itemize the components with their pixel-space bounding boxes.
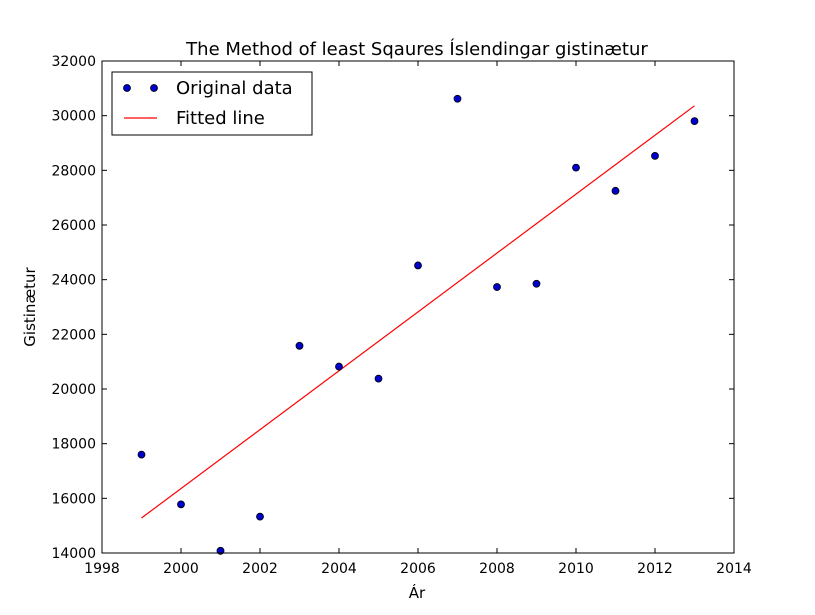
data-point-2004 [335, 362, 343, 371]
data-point-2009 [532, 279, 541, 288]
data-point-2002 [256, 512, 264, 521]
chart-title: The Method of least Sqaures Íslendingar … [185, 38, 648, 60]
x-tick-label-2002: 2002 [242, 561, 278, 577]
data-point-2012 [651, 151, 659, 160]
x-axis-label: Ár [409, 583, 426, 602]
y-tick-label-18000: 18000 [51, 437, 96, 453]
x-tick-label-1998: 1998 [84, 561, 120, 577]
x-tick-label-2008: 2008 [479, 561, 515, 577]
legend: Original data Fitted line [111, 71, 313, 136]
x-tick-label-2014: 2014 [716, 561, 752, 577]
legend-marker-original-data-1 [123, 84, 131, 92]
y-tick-label-24000: 24000 [51, 273, 96, 289]
data-point-2003 [295, 341, 304, 350]
ticks: 1998 2000 2002 2004 2006 2008 2010 2012 2014 1400… [51, 54, 751, 577]
x-tick-label-2000: 2000 [163, 561, 199, 577]
y-tick-label-30000: 30000 [51, 109, 96, 125]
data-point-2006 [414, 261, 422, 270]
data-point-1999 [137, 450, 146, 459]
plot-background [102, 61, 734, 553]
data-point-2005 [374, 374, 383, 383]
data-point-2013 [690, 117, 699, 126]
y-tick-label-20000: 20000 [51, 382, 96, 398]
y-tick-label-28000: 28000 [51, 163, 96, 179]
x-tick-label-2010: 2010 [558, 561, 594, 577]
y-tick-label-14000: 14000 [51, 546, 96, 562]
data-point-2010 [572, 163, 580, 172]
y-tick-label-32000: 32000 [51, 54, 96, 70]
data-point-2007 [453, 94, 462, 103]
plot-area [102, 61, 734, 553]
data-point-2000 [177, 500, 185, 509]
y-axis-label: Gistinætur [21, 266, 39, 346]
x-tick-label-2006: 2006 [400, 561, 436, 577]
y-tick-label-22000: 22000 [51, 327, 96, 343]
y-tick-label-16000: 16000 [51, 491, 96, 507]
legend-marker-original-data-2 [150, 84, 158, 92]
fitted-line-layer [141, 105, 695, 519]
data-point-2008 [493, 283, 501, 291]
x-tick-label-2012: 2012 [637, 561, 673, 577]
legend-frame [111, 71, 313, 136]
legend-label-original-data: Original data [176, 78, 293, 99]
y-tick-label-26000: 26000 [51, 218, 96, 234]
x-tick-label-2004: 2004 [321, 561, 357, 577]
fitted-line [141, 105, 695, 519]
data-point-2011 [611, 186, 620, 195]
legend-label-fitted-line: Fitted line [176, 108, 265, 129]
